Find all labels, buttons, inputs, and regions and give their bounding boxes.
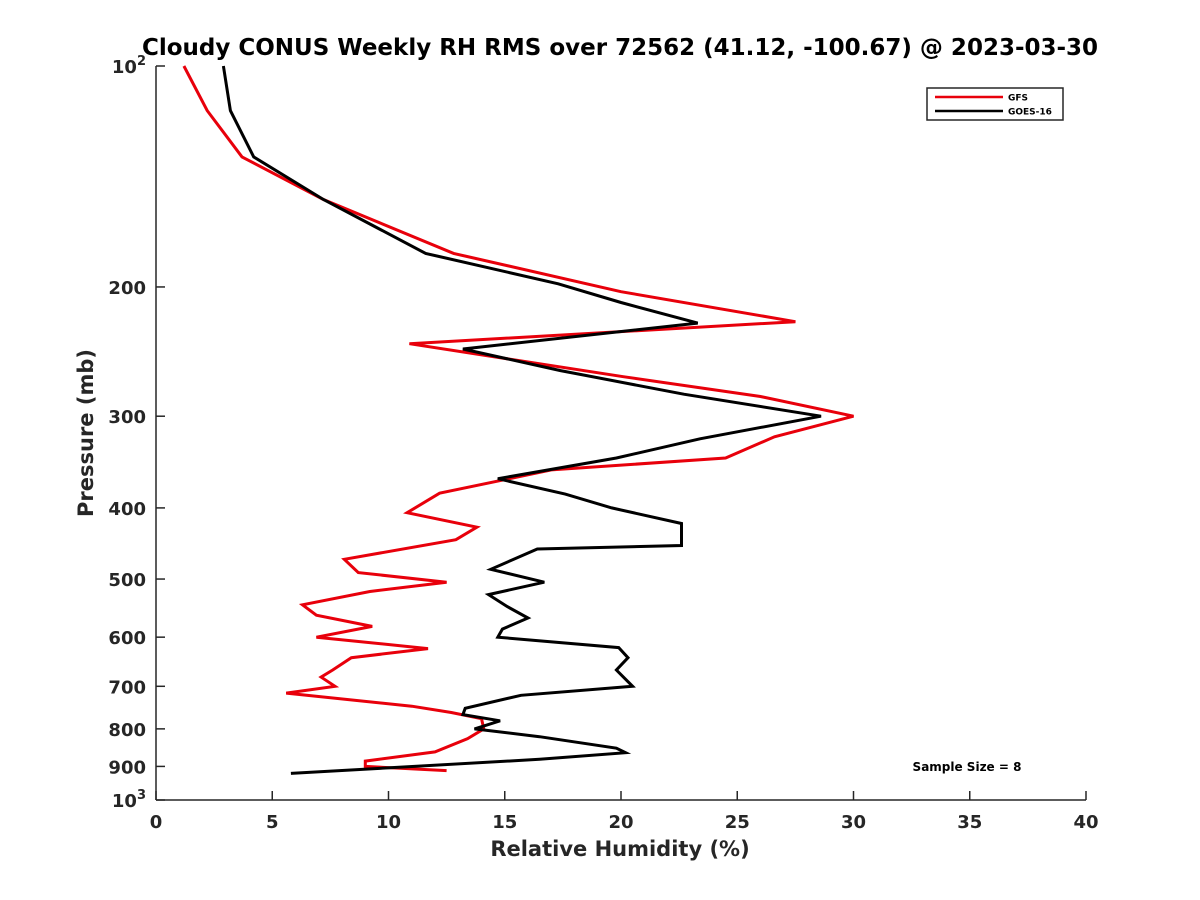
y-axis: 102 200 300 400 500 600 700 800 900 103 <box>108 54 165 812</box>
x-axis: 0 5 10 15 20 25 30 35 40 <box>150 791 1099 833</box>
series-line-goes-16 <box>221 65 822 775</box>
x-tick-label: 40 <box>1073 812 1098 833</box>
sample-size-annotation: Sample Size = 8 <box>913 760 1022 774</box>
y-tick-label: 102 <box>112 54 146 78</box>
y-tick-label: 700 <box>108 677 146 698</box>
legend-label: GOES-16 <box>1008 108 1052 118</box>
y-tick-label: 500 <box>108 570 146 591</box>
y-axis-label: Pressure (mb) <box>74 349 98 517</box>
y-tick-label: 800 <box>108 720 146 741</box>
x-tick-label: 30 <box>841 812 866 833</box>
y-tick-label: 300 <box>108 407 146 428</box>
x-axis-label: Relative Humidity (%) <box>490 837 749 861</box>
y-tick-label: 400 <box>108 499 146 520</box>
x-tick-label: 25 <box>725 812 750 833</box>
y-tick-label: 200 <box>108 278 146 299</box>
legend-box <box>926 87 1064 121</box>
x-tick-label: 20 <box>608 812 633 833</box>
x-tick-label: 15 <box>492 812 517 833</box>
x-tick-label: 0 <box>150 812 163 833</box>
y-tick-label: 900 <box>108 757 146 778</box>
chart-title: Cloudy CONUS Weekly RH RMS over 72562 (4… <box>142 35 1098 61</box>
x-tick-label: 35 <box>957 812 982 833</box>
series-layer <box>182 65 854 775</box>
x-tick-label: 10 <box>376 812 401 833</box>
x-tick-label: 5 <box>266 812 279 833</box>
legend: GFS GOES-16 <box>926 87 1064 121</box>
y-tick-label: 600 <box>108 628 146 649</box>
y-tick-label: 103 <box>112 788 146 812</box>
legend-label: GFS <box>1008 94 1028 104</box>
